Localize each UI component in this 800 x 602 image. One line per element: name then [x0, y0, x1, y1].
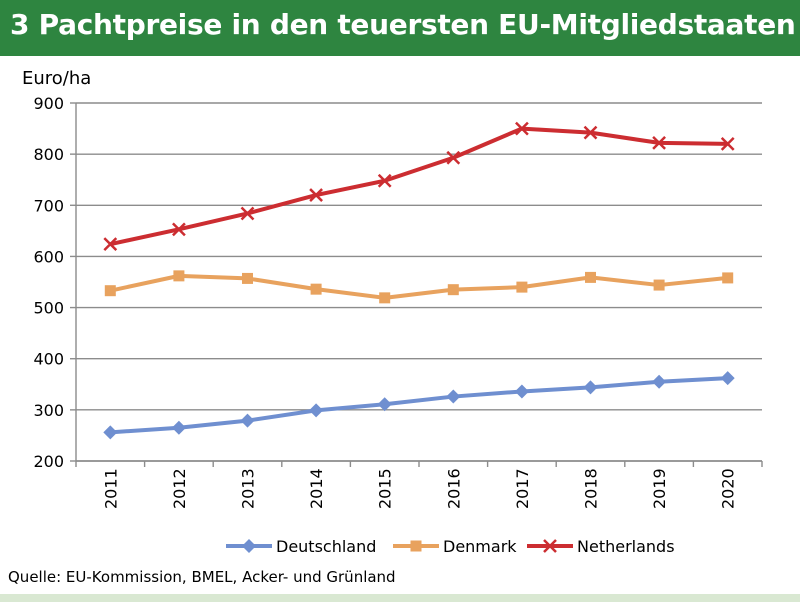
x-tick-label: 2013 — [239, 468, 258, 509]
chart-title: 3 Pachtpreise in den teuersten EU-Mitgli… — [10, 8, 796, 41]
legend-label-denmark: Denmark — [443, 537, 517, 556]
source-note: Quelle: EU-Kommission, BMEL, Acker- und … — [8, 568, 396, 586]
data-point-netherlands — [446, 150, 461, 165]
y-tick-label: 500 — [33, 299, 64, 318]
data-point-netherlands — [720, 137, 735, 151]
data-point-deutschland — [514, 384, 529, 399]
data-point-denmark — [379, 292, 391, 304]
series-line-deutschland — [110, 376, 728, 435]
y-axis-unit-label: Euro/ha — [22, 68, 92, 89]
data-point-denmark — [310, 283, 322, 295]
title-banner: 3 Pachtpreise in den teuersten EU-Mitgli… — [0, 0, 800, 56]
data-point-denmark — [653, 279, 665, 291]
x-tick-label: 2011 — [101, 468, 120, 509]
data-point-deutschland — [171, 420, 186, 435]
data-point-denmark — [585, 271, 596, 283]
x-tick-label: 2017 — [513, 468, 532, 509]
x-tick-label: 2014 — [307, 468, 326, 509]
y-tick-label: 600 — [33, 247, 64, 266]
data-point-deutschland — [446, 389, 461, 404]
y-tick-label: 200 — [33, 452, 64, 471]
data-point-denmark — [447, 284, 459, 296]
data-point-netherlands — [377, 173, 392, 188]
x-tick-label: 2019 — [650, 468, 669, 509]
series-line-denmark — [109, 273, 728, 300]
y-tick-label: 800 — [33, 145, 64, 164]
data-point-denmark — [173, 270, 185, 282]
y-tick-label: 300 — [33, 401, 64, 420]
legend-marker-netherlands — [543, 539, 557, 553]
x-tick-label: 2020 — [719, 468, 738, 509]
x-tick-label: 2015 — [376, 468, 395, 509]
legend-label-netherlands: Netherlands — [577, 537, 675, 556]
x-tick-label: 2018 — [582, 468, 601, 509]
x-tick-label: 2012 — [170, 468, 189, 509]
data-point-netherlands — [515, 121, 529, 136]
data-point-netherlands — [240, 206, 255, 221]
data-point-netherlands — [172, 222, 186, 237]
data-point-netherlands — [103, 237, 118, 252]
data-point-deutschland — [377, 397, 392, 412]
data-point-deutschland — [103, 425, 118, 440]
footer-band — [0, 594, 800, 602]
data-point-deutschland — [309, 403, 324, 418]
data-point-deutschland — [720, 371, 735, 386]
data-point-deutschland — [240, 413, 255, 428]
data-point-denmark — [104, 285, 116, 297]
data-point-denmark — [722, 272, 734, 284]
data-point-denmark — [242, 272, 253, 284]
y-tick-label: 400 — [33, 350, 64, 369]
legend-marker-deutschland — [242, 539, 256, 553]
y-tick-label: 900 — [33, 94, 64, 113]
data-point-deutschland — [652, 374, 667, 389]
data-point-denmark — [516, 281, 528, 293]
data-point-netherlands — [652, 136, 666, 150]
data-point-netherlands — [309, 188, 323, 202]
data-point-netherlands — [583, 125, 598, 140]
legend-marker-denmark — [410, 540, 422, 552]
y-tick-label: 700 — [33, 196, 64, 215]
x-tick-label: 2016 — [444, 468, 463, 509]
data-point-deutschland — [583, 380, 598, 395]
series-line-netherlands — [109, 126, 728, 247]
legend-label-deutschland: Deutschland — [276, 537, 376, 556]
